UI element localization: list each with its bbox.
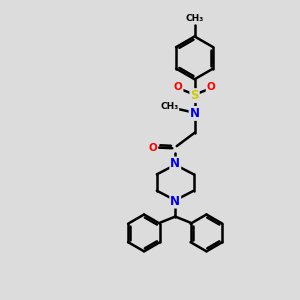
Text: O: O — [174, 82, 183, 92]
Text: S: S — [190, 89, 199, 102]
Text: CH₃: CH₃ — [160, 101, 178, 110]
Text: N: N — [170, 158, 180, 170]
Text: N: N — [190, 107, 200, 120]
Text: O: O — [207, 82, 215, 92]
Text: O: O — [148, 142, 157, 153]
Text: CH₃: CH₃ — [185, 14, 204, 22]
Text: N: N — [170, 195, 180, 208]
